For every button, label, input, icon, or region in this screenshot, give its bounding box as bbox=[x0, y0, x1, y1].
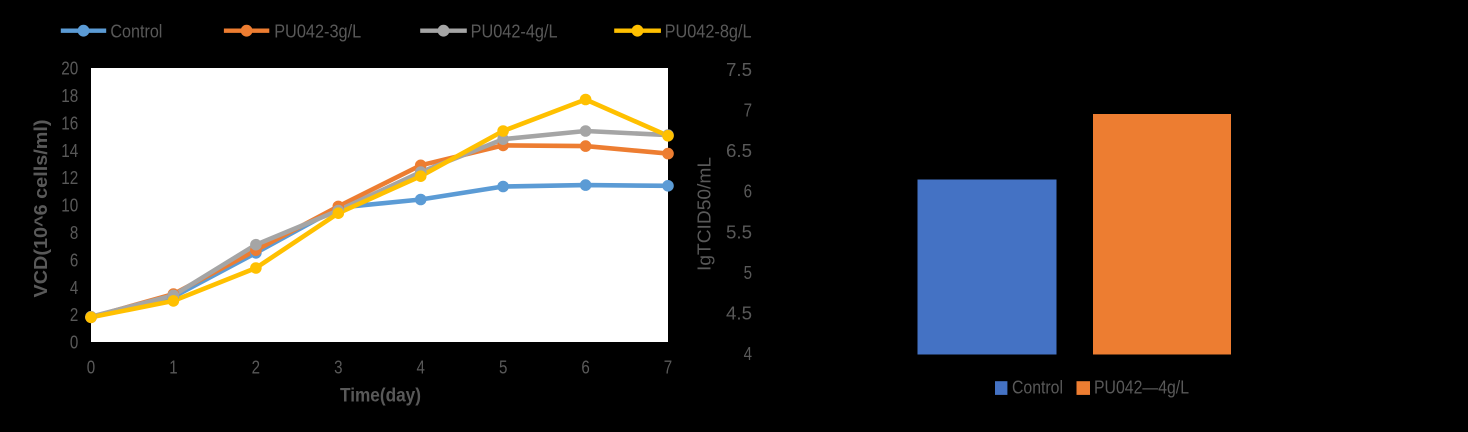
svg-text:2: 2 bbox=[70, 305, 78, 325]
svg-text:16: 16 bbox=[61, 113, 78, 133]
svg-text:8: 8 bbox=[70, 223, 78, 243]
svg-text:20: 20 bbox=[61, 59, 78, 79]
svg-text:PU042—4g/L: PU042—4g/L bbox=[1094, 378, 1189, 398]
svg-text:4: 4 bbox=[70, 278, 78, 298]
svg-text:12: 12 bbox=[61, 168, 78, 188]
svg-text:IgTCID50/mL: IgTCID50/mL bbox=[695, 157, 715, 271]
svg-text:4: 4 bbox=[417, 357, 425, 377]
svg-text:4.5: 4.5 bbox=[726, 303, 752, 323]
svg-text:7: 7 bbox=[744, 101, 752, 121]
svg-text:10: 10 bbox=[61, 196, 78, 216]
svg-text:5: 5 bbox=[499, 357, 507, 377]
svg-text:5.5: 5.5 bbox=[726, 222, 752, 242]
svg-text:6: 6 bbox=[581, 357, 589, 377]
svg-text:3: 3 bbox=[334, 357, 342, 377]
svg-text:4: 4 bbox=[744, 344, 752, 364]
svg-text:Control: Control bbox=[110, 21, 162, 41]
svg-text:PU042-4g/L: PU042-4g/L bbox=[471, 21, 558, 41]
svg-text:0: 0 bbox=[70, 333, 78, 353]
svg-text:5: 5 bbox=[744, 263, 752, 283]
svg-text:Control: Control bbox=[1012, 378, 1063, 398]
svg-text:1: 1 bbox=[169, 357, 177, 377]
svg-text:14: 14 bbox=[61, 141, 78, 161]
svg-text:Time(day): Time(day) bbox=[340, 386, 421, 407]
svg-text:6: 6 bbox=[744, 182, 752, 202]
svg-text:18: 18 bbox=[61, 86, 78, 106]
svg-text:2: 2 bbox=[252, 357, 260, 377]
svg-text:PU042-8g/L: PU042-8g/L bbox=[665, 21, 752, 41]
svg-text:PU042-3g/L: PU042-3g/L bbox=[274, 21, 361, 41]
svg-text:VCD(10^6 cells/ml): VCD(10^6 cells/ml) bbox=[31, 119, 51, 297]
svg-text:6.5: 6.5 bbox=[726, 141, 752, 161]
svg-text:6: 6 bbox=[70, 250, 78, 270]
svg-text:7.5: 7.5 bbox=[726, 60, 752, 80]
svg-text:0: 0 bbox=[87, 357, 95, 377]
svg-text:7: 7 bbox=[664, 357, 672, 377]
